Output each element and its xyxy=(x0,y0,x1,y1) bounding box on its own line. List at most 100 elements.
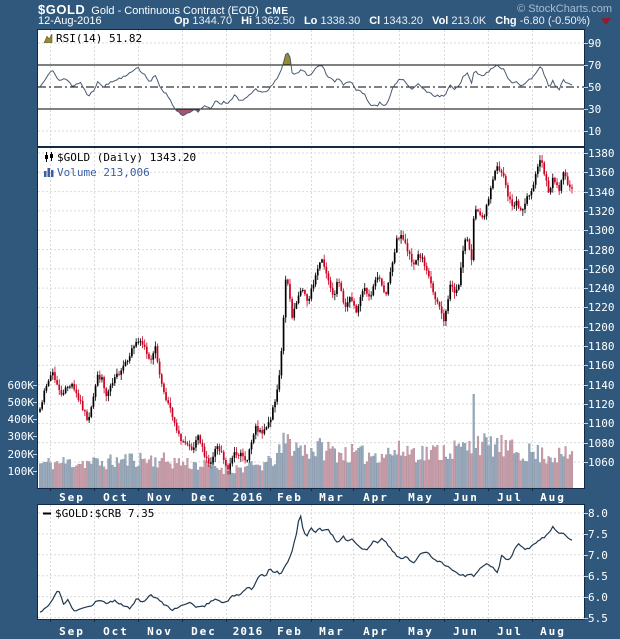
ratio-y-tick-label: 7.5 xyxy=(588,528,608,541)
quote-field-value: 1338.30 xyxy=(317,15,361,27)
quote-field-value: 1344.70 xyxy=(189,15,233,27)
month-tick xyxy=(532,488,533,491)
quote-field-cl: Cl 1343.20 xyxy=(369,15,423,27)
symbol: $GOLD xyxy=(38,2,86,17)
price-chart xyxy=(38,148,584,488)
month-label-sep: Sep xyxy=(59,491,85,504)
month-tick xyxy=(50,488,51,491)
price-y-tick-label: 1180 xyxy=(588,340,615,353)
chart-title: Gold - Continuous Contract (EOD) xyxy=(91,5,259,17)
rsi-y-tick xyxy=(584,65,588,66)
rsi-y-tick-label: 50 xyxy=(588,81,602,94)
change-down-arrow-icon xyxy=(601,17,612,25)
quote-field-label: Chg xyxy=(495,15,517,27)
month-label-jun: Jun xyxy=(453,625,479,638)
ratio-y-tick xyxy=(584,576,588,577)
ratio-label-row: $GOLD:$CRB 7.35 xyxy=(43,507,154,521)
ratio-y-tick-label: 6.5 xyxy=(588,570,608,583)
month-tick xyxy=(488,488,489,491)
volume-y-tick xyxy=(33,385,37,386)
ratio-y-tick-label: 5.5 xyxy=(588,612,608,625)
month-label-2016: 2016 xyxy=(232,491,264,504)
month-tick xyxy=(311,488,312,491)
month-tick xyxy=(399,488,400,491)
chart-date: 12-Aug-2016 xyxy=(38,15,102,27)
month-tick xyxy=(532,619,533,622)
volume-label-row: Volume 213,006 xyxy=(44,166,150,180)
month-label-apr: Apr xyxy=(363,625,389,638)
month-tick xyxy=(311,619,312,622)
volume-y-tick-label: 600K xyxy=(7,379,35,392)
price-y-tick-label: 1220 xyxy=(588,301,615,314)
volume-y-tick-label: 200K xyxy=(7,448,35,461)
month-label-mar: Mar xyxy=(319,625,345,638)
stockcharts-watermark: © StockCharts.com xyxy=(517,3,612,15)
quote-field-hi: Hi 1362.50 xyxy=(241,15,295,27)
price-y-tick xyxy=(584,269,588,270)
price-y-tick xyxy=(584,172,588,173)
quote-field-value: 213.0K xyxy=(448,15,487,27)
price-y-tick-label: 1280 xyxy=(588,244,615,257)
ratio-label: $GOLD:$CRB 7.35 xyxy=(55,507,155,520)
price-y-tick xyxy=(584,250,588,251)
price-label: $GOLD (Daily) 1343.20 xyxy=(57,151,197,164)
month-label-aug: Aug xyxy=(540,491,566,504)
month-tick xyxy=(226,488,227,491)
ratio-y-tick xyxy=(584,534,588,535)
ratio-y-tick-label: 6.0 xyxy=(588,591,608,604)
price-y-tick xyxy=(584,230,588,231)
quote-field-value: 1362.50 xyxy=(252,15,295,27)
volume-label: Volume 213,006 xyxy=(57,166,150,179)
month-tick xyxy=(353,619,354,622)
quote-field-value: 1343.20 xyxy=(380,15,424,27)
month-label-mar: Mar xyxy=(319,491,345,504)
month-label-2016: 2016 xyxy=(232,625,264,638)
month-label-dec: Dec xyxy=(191,625,217,638)
month-label-oct: Oct xyxy=(103,625,129,638)
exchange: CME xyxy=(264,6,289,17)
header-title-row: $GOLD Gold - Continuous Contract (EOD) CME xyxy=(38,1,289,17)
price-y-tick-label: 1360 xyxy=(588,166,615,179)
candlestick-icon xyxy=(44,152,54,165)
volume-bars-icon xyxy=(44,167,54,180)
quote-field-op: Op 1344.70 xyxy=(174,15,232,27)
price-y-tick-label: 1340 xyxy=(588,186,615,199)
volume-y-tick xyxy=(33,454,37,455)
month-tick xyxy=(226,619,227,622)
volume-y-tick-label: 300K xyxy=(7,430,35,443)
price-y-tick xyxy=(584,404,588,405)
month-tick xyxy=(488,619,489,622)
price-y-tick xyxy=(584,327,588,328)
volume-y-tick-label: 500K xyxy=(7,396,35,409)
price-y-tick-label: 1160 xyxy=(588,359,615,372)
rsi-y-tick xyxy=(584,131,588,132)
month-tick xyxy=(270,619,271,622)
rsi-line xyxy=(39,52,573,117)
price-y-tick-label: 1320 xyxy=(588,205,615,218)
volume-y-tick xyxy=(33,419,37,420)
rsi-y-tick-label: 30 xyxy=(588,103,602,116)
ratio-panel xyxy=(37,504,585,620)
quote-field-label: Lo xyxy=(303,15,318,27)
price-y-tick xyxy=(584,365,588,366)
month-tick xyxy=(182,619,183,622)
month-label-aug: Aug xyxy=(540,625,566,638)
price-y-tick xyxy=(584,192,588,193)
price-y-tick-label: 1140 xyxy=(588,379,615,392)
month-tick xyxy=(138,488,139,491)
price-y-tick-label: 1080 xyxy=(588,437,615,450)
price-panel xyxy=(37,147,585,489)
header-quote-row: 12-Aug-2016 Op 1344.70 Hi 1362.50 Lo 1338.3… xyxy=(38,15,612,28)
month-label-apr: Apr xyxy=(363,491,389,504)
month-tick xyxy=(444,488,445,491)
month-label-jul: Jul xyxy=(497,625,523,638)
month-label-sep: Sep xyxy=(59,625,85,638)
price-y-tick xyxy=(584,153,588,154)
price-y-tick-label: 1260 xyxy=(588,263,615,276)
month-tick xyxy=(182,488,183,491)
month-tick xyxy=(138,619,139,622)
month-label-nov: Nov xyxy=(147,625,173,638)
rsi-label-row: RSI(14) 51.82 xyxy=(43,32,142,46)
month-tick xyxy=(94,619,95,622)
